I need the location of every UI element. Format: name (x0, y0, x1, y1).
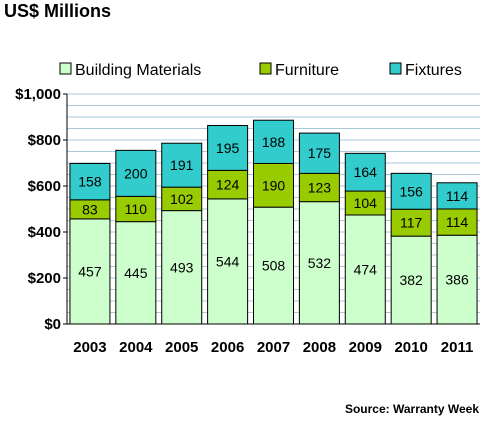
y-tick-label: $1,000 (15, 86, 61, 103)
bar-segment (207, 169, 249, 200)
bar-segment (436, 182, 478, 210)
bar-segment (69, 162, 111, 201)
data-label: 156 (399, 183, 423, 199)
bar-segment (298, 132, 340, 174)
bar-segment (390, 172, 432, 210)
data-label: 493 (170, 259, 194, 275)
data-label: 117 (400, 215, 423, 231)
data-label: 195 (216, 140, 240, 156)
data-label: 445 (124, 265, 148, 281)
data-label: 110 (125, 201, 148, 217)
bar-segment (115, 221, 157, 325)
data-label: 102 (170, 191, 194, 207)
x-tick-label: 2004 (119, 339, 153, 356)
y-tick-label: $800 (28, 132, 61, 149)
chart-title: US$ Millions (4, 1, 111, 21)
data-label: 175 (308, 145, 332, 161)
legend-swatch-1 (259, 62, 272, 75)
data-label: 508 (262, 258, 286, 274)
bar-segment (161, 210, 203, 325)
x-tick-label: 2006 (211, 339, 244, 356)
data-label: 457 (78, 263, 102, 279)
bar-segment (298, 201, 340, 325)
legend-swatch-0 (59, 62, 72, 75)
bar-segment (344, 214, 386, 325)
bar-segment (161, 142, 203, 188)
x-tick-label: 2010 (394, 339, 427, 356)
x-tick-label: 2003 (73, 339, 106, 356)
data-label: 474 (354, 261, 378, 277)
data-label: 386 (445, 272, 469, 288)
data-label: 190 (262, 177, 286, 193)
bar-segment (115, 149, 157, 197)
y-tick-label: $200 (28, 270, 61, 287)
y-tick-label: $0 (44, 316, 61, 333)
bar-segment (436, 208, 478, 236)
bar-segment (69, 218, 111, 325)
data-label: 83 (82, 201, 98, 217)
x-tick-label: 2011 (441, 339, 474, 356)
bar-segment (344, 152, 386, 192)
data-label: 532 (308, 255, 332, 271)
bar-segment (390, 208, 432, 237)
legend: Building Materials Furniture Fixtures (59, 62, 462, 79)
data-label: 124 (216, 177, 240, 193)
x-tick-label: 2009 (349, 339, 382, 356)
x-tick-label: 2005 (165, 339, 198, 356)
bar-segment (390, 235, 432, 325)
data-label: 382 (399, 272, 423, 288)
bar-segment (436, 234, 478, 325)
x-tick-label: 2007 (257, 339, 290, 356)
data-label: 158 (78, 174, 102, 190)
source-note: Source: Warranty Week (345, 402, 479, 416)
x-tick-label: 2008 (303, 339, 336, 356)
data-label: 104 (354, 195, 378, 211)
bar-segment (115, 195, 157, 223)
legend-label-2: Fixtures (405, 62, 462, 79)
data-label: 544 (216, 253, 240, 269)
data-label: 200 (124, 165, 148, 181)
bar-segment (253, 162, 294, 208)
plot-area: $0 $200 $400 $600 $800 $1,000 457 83 158 2003 445 1… (15, 86, 480, 356)
data-label: 114 (446, 188, 469, 204)
bar-segment (207, 125, 249, 171)
data-label: 123 (308, 179, 332, 195)
data-label: 164 (354, 164, 378, 180)
data-label: 114 (446, 214, 469, 230)
data-label: 191 (170, 157, 194, 173)
legend-label-0: Building Materials (75, 62, 201, 79)
y-tick-label: $600 (28, 178, 61, 195)
y-tick-label: $400 (28, 224, 61, 241)
data-label: 188 (262, 134, 286, 150)
legend-swatch-2 (389, 62, 402, 75)
bar-segment (253, 119, 294, 164)
legend-label-1: Furniture (275, 62, 339, 79)
